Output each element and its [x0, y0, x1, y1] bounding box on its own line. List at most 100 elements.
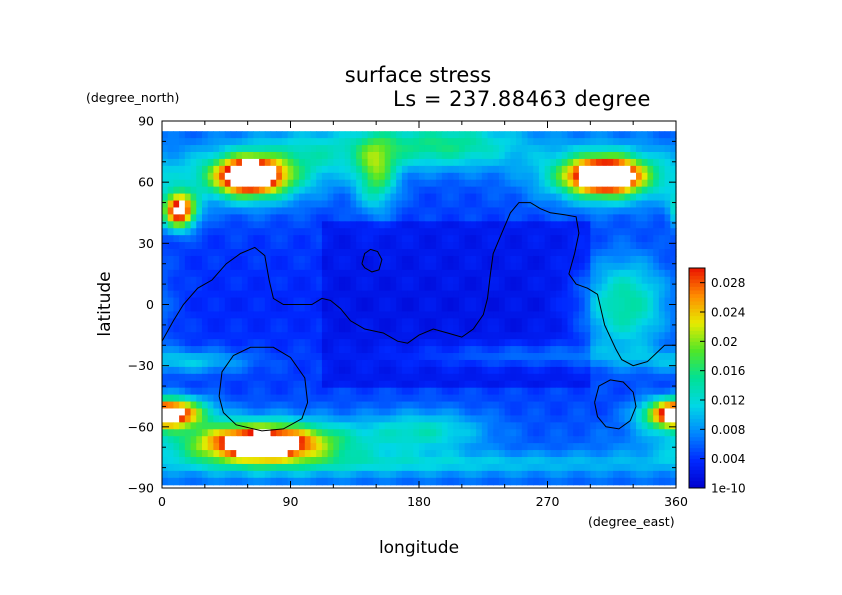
- heatmap-cell: [190, 380, 197, 389]
- heatmap-cell: [413, 249, 420, 257]
- heatmap-cell: [436, 172, 443, 181]
- heatmap-cell: [424, 373, 432, 382]
- heatmap-cell: [167, 235, 175, 243]
- heatmap-cell: [607, 325, 614, 333]
- heatmap-cell: [607, 138, 614, 146]
- heatmap-cell: [493, 131, 500, 139]
- heatmap-cell: [653, 262, 660, 271]
- heatmap-cell: [361, 290, 369, 299]
- heatmap-cell: [658, 179, 666, 188]
- heatmap-cell: [304, 242, 312, 250]
- heatmap-cell: [213, 235, 220, 243]
- heatmap-cell: [247, 318, 254, 326]
- heatmap-cell: [630, 359, 637, 368]
- heatmap-cell: [607, 228, 614, 236]
- heatmap-cell: [407, 408, 414, 417]
- heatmap-cell: [544, 318, 551, 326]
- heatmap-cell: [190, 387, 197, 396]
- heatmap-cell: [670, 311, 677, 319]
- heatmap-cell: [401, 311, 409, 319]
- heatmap-cell: [167, 311, 175, 319]
- heatmap-cell: [613, 269, 620, 278]
- heatmap-cell: [173, 207, 180, 215]
- heatmap-cell: [390, 214, 397, 222]
- heatmap-cell: [453, 311, 460, 319]
- heatmap-cell: [578, 269, 586, 278]
- heatmap-cell: [219, 186, 226, 195]
- heatmap-cell: [207, 269, 214, 278]
- heatmap-cell: [339, 151, 346, 160]
- heatmap-cell: [236, 422, 243, 430]
- heatmap-cell: [384, 172, 392, 181]
- heatmap-cell: [453, 380, 460, 389]
- heatmap-cell: [190, 214, 197, 222]
- heatmap-cell: [327, 151, 334, 160]
- heatmap-cell: [179, 200, 186, 209]
- heatmap-cell: [481, 429, 489, 437]
- heatmap-cell: [658, 276, 666, 285]
- heatmap-cell: [384, 255, 392, 264]
- heatmap-cell: [356, 408, 363, 417]
- heatmap-cell: [344, 138, 352, 146]
- heatmap-cell: [567, 297, 574, 306]
- heatmap-cell: [493, 297, 500, 306]
- heatmap-cell: [458, 422, 466, 430]
- heatmap-cell: [401, 429, 409, 437]
- heatmap-cell: [624, 235, 631, 243]
- heatmap-cell: [344, 179, 352, 188]
- heatmap-cell: [390, 145, 397, 153]
- heatmap-cell: [453, 318, 460, 326]
- heatmap-cell: [487, 373, 494, 382]
- heatmap-cell: [361, 408, 369, 417]
- heatmap-cell: [344, 457, 352, 465]
- heatmap-cell: [664, 255, 671, 264]
- heatmap-cell: [373, 269, 380, 278]
- heatmap-cell: [327, 373, 334, 382]
- heatmap-cell: [596, 186, 603, 195]
- heatmap-cell: [487, 283, 494, 292]
- heatmap-cell: [419, 145, 426, 153]
- heatmap-cell: [339, 242, 346, 250]
- heatmap-cell: [493, 429, 500, 437]
- heatmap-cell: [173, 200, 180, 209]
- heatmap-cell: [299, 408, 306, 417]
- heatmap-cell: [299, 276, 306, 285]
- heatmap-cell: [401, 450, 409, 458]
- heatmap-cell: [436, 450, 443, 458]
- heatmap-cell: [538, 242, 546, 250]
- heatmap-cell: [350, 325, 357, 333]
- heatmap-cell: [207, 429, 214, 437]
- heatmap-cell: [487, 290, 494, 299]
- heatmap-cell: [259, 200, 266, 209]
- heatmap-cell: [618, 380, 626, 389]
- colorbar-segment: [689, 444, 705, 449]
- heatmap-cell: [464, 186, 471, 195]
- heatmap-cell: [379, 422, 386, 430]
- heatmap-cell: [413, 172, 420, 181]
- heatmap-cell: [361, 450, 369, 458]
- heatmap-cell: [327, 304, 334, 313]
- heatmap-cell: [173, 401, 180, 410]
- heatmap-cell: [590, 304, 597, 313]
- heatmap-cell: [396, 463, 403, 472]
- heatmap-cell: [390, 359, 397, 368]
- heatmap-cell: [521, 131, 529, 139]
- heatmap-cell: [224, 318, 232, 326]
- heatmap-cell: [264, 228, 272, 236]
- heatmap-cell: [424, 131, 432, 139]
- heatmap-cell: [344, 207, 352, 215]
- heatmap-cell: [567, 325, 574, 333]
- heatmap-cell: [538, 283, 546, 292]
- heatmap-cell: [184, 214, 192, 222]
- heatmap-cell: [270, 436, 277, 444]
- heatmap-cell: [590, 193, 597, 202]
- heatmap-cell: [441, 353, 449, 361]
- heatmap-cell: [361, 235, 369, 243]
- heatmap-cell: [236, 242, 243, 250]
- heatmap-cell: [516, 429, 523, 437]
- heatmap-cell: [419, 235, 426, 243]
- heatmap-cell: [441, 290, 449, 299]
- heatmap-cell: [321, 477, 329, 486]
- heatmap-cell: [538, 214, 546, 222]
- heatmap-cell: [304, 200, 312, 209]
